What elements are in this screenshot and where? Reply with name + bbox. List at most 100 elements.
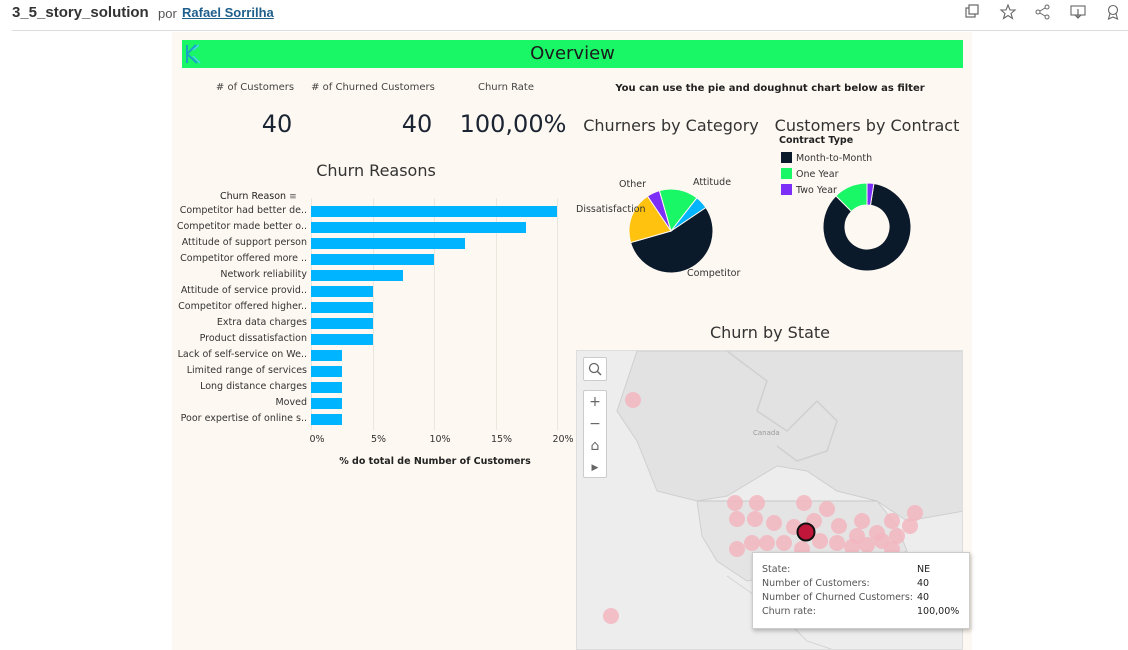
churn-reason-bar[interactable] [311,206,557,217]
zoom-in-icon[interactable]: + [589,394,601,410]
state-marker[interactable] [902,518,918,534]
state-tooltip: State: NE Number of Customers: 40 Number… [752,552,970,629]
brand-logo-icon [186,44,201,64]
bar-category-label[interactable]: Moved [275,397,307,408]
share-icon[interactable] [1034,3,1052,21]
award-icon[interactable] [1104,3,1122,21]
state-marker[interactable] [729,541,745,557]
bar-category-label[interactable]: Competitor had better de.. [179,205,307,216]
legend-swatch [781,152,792,163]
bar-gridline [311,198,312,430]
state-marker[interactable] [796,495,812,511]
churn-reason-bar[interactable] [311,414,342,425]
state-marker[interactable] [749,495,765,511]
by-label: por [158,6,177,21]
bar-category-label[interactable]: Extra data charges [216,317,307,328]
bar-category-label[interactable]: Network reliability [220,269,307,280]
bar-category-label[interactable]: Attitude of support person [181,237,307,248]
churn-reason-bar[interactable] [311,286,373,297]
state-marker[interactable] [884,513,900,529]
bar-category-label[interactable]: Competitor made better o.. [176,221,307,232]
kpi-churn-rate-label: Churn Rate [477,82,535,93]
bar-category-label[interactable]: Long distance charges [200,381,307,392]
map-label-canada: Canada [753,429,780,437]
churn-reason-bar[interactable] [311,334,373,345]
customers-by-contract-doughnut[interactable] [820,180,914,274]
state-marker[interactable] [776,535,792,551]
state-marker[interactable] [603,608,619,624]
churn-reason-bar[interactable] [311,382,342,393]
churn-reason-bar[interactable] [311,302,373,313]
state-marker[interactable] [831,518,847,534]
customers-by-contract-title: Customers by Contract [774,116,960,135]
tooltip-label: State: [762,564,791,575]
download-icon[interactable] [1069,3,1087,21]
state-marker[interactable] [729,511,745,527]
bar-category-label[interactable]: Poor expertise of online s.. [180,413,307,424]
bar-category-label[interactable]: Product dissatisfaction [199,333,307,344]
state-marker[interactable] [747,511,763,527]
category-pie-slice[interactable] [630,206,714,274]
pie-label-competitor: Competitor [687,268,741,279]
legend-label: Month-to-Month [796,153,873,164]
bar-gridline [557,198,558,430]
author-link[interactable]: Rafael Sorrilha [182,5,274,20]
churn-reason-bar[interactable] [311,350,342,361]
state-marker[interactable] [759,535,775,551]
churn-reason-bar[interactable] [311,238,465,249]
state-marker[interactable] [829,535,845,551]
bar-category-label[interactable]: Limited range of services [186,365,307,376]
category-pie-slice[interactable] [628,195,672,244]
tooltip-value: 40 [917,578,930,589]
state-marker[interactable] [907,505,923,521]
tooltip-label: Number of Customers: [762,578,870,589]
zoom-out-icon[interactable]: − [589,416,601,432]
state-marker[interactable] [744,535,760,551]
map-search-button[interactable] [583,357,607,381]
legend-item-one-year[interactable]: One Year [781,168,838,180]
x-tick-label: 0% [309,434,325,445]
state-marker[interactable] [625,392,641,408]
churn-reason-bar[interactable] [311,366,342,377]
churn-reason-bar[interactable] [311,254,434,265]
top-bar: 3_5_story_solution por Rafael Sorrilha [0,0,1128,31]
legend-swatch [781,168,792,179]
churn-reason-bar[interactable] [311,398,342,409]
churn-reason-bar[interactable] [311,318,373,329]
bar-category-label[interactable]: Competitor offered higher.. [178,301,307,312]
bar-category-label[interactable]: Competitor offered more .. [180,253,307,264]
tooltip-value: 40 [917,592,930,603]
search-icon [588,362,602,376]
state-marker[interactable] [727,495,743,511]
star-icon[interactable] [999,3,1017,21]
state-marker[interactable] [819,501,835,517]
kpi-customers-value: 40 [261,110,293,138]
churn-reason-bar[interactable] [311,270,404,281]
bar-category-label[interactable]: Lack of self-service on We.. [177,349,307,360]
state-marker[interactable] [854,513,870,529]
churn-reason-axis-header[interactable]: Churn Reason ≡ [220,191,297,202]
legend-label: One Year [796,169,839,180]
state-marker[interactable] [889,528,905,544]
overview-title: Overview [530,43,615,64]
churners-by-category-pie[interactable] [620,175,730,275]
contract-doughnut-slice[interactable] [866,182,875,206]
state-marker[interactable] [859,537,875,553]
workbook-title: 3_5_story_solution [12,4,149,21]
home-icon[interactable]: ⌂ [590,438,600,454]
duplicate-icon[interactable] [963,3,981,21]
x-tick-label: 5% [370,434,387,445]
bar-category-label[interactable]: Attitude of service provid.. [180,285,307,296]
legend-label: Two Year [796,185,837,196]
state-marker[interactable] [766,515,782,531]
kpi-churned-label: # of Churned Customers [311,82,435,93]
expand-icon[interactable]: ▶ [591,463,599,473]
state-marker[interactable] [844,539,860,555]
category-pie-slice[interactable] [670,197,707,232]
state-marker-selected[interactable] [796,522,816,542]
state-marker[interactable] [812,533,828,549]
sort-icon[interactable]: ≡ [289,192,297,202]
legend-item-two-year[interactable]: Two Year [781,184,837,196]
churn-reason-bar[interactable] [311,222,527,233]
legend-item-month-to-month[interactable]: Month-to-Month [781,152,872,164]
